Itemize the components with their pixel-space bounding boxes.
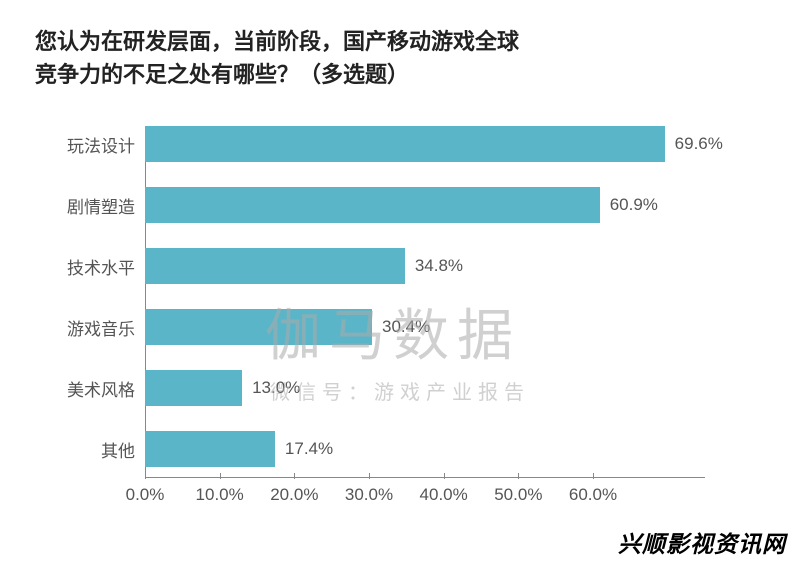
x-tick-mark [444,473,445,479]
bar-track: 60.9% [145,187,705,223]
x-tick-label: 50.0% [494,485,542,505]
bar-label: 剧情塑造 [55,193,145,218]
title-line-1: 您认为在研发层面，当前阶段，国产移动游戏全球 [35,25,749,58]
bar-label: 其他 [55,437,145,462]
corner-brand: 兴顺影视资讯网 [618,525,786,559]
bars-wrapper: 玩法设计 69.6% 剧情塑造 60.9% 技术水平 [55,126,749,467]
bar-value: 13.0% [252,378,300,398]
bar-track: 17.4% [145,431,705,467]
bar-value: 60.9% [610,195,658,215]
bar-label: 美术风格 [55,376,145,401]
title-line-2: 竞争力的不足之处有哪些？（多选题） [35,58,749,91]
bar-row: 美术风格 13.0% [55,370,749,406]
bar-fill: 17.4% [145,431,275,467]
bar-track: 30.4% [145,309,705,345]
bar-row: 剧情塑造 60.9% [55,187,749,223]
x-tick-label: 40.0% [420,485,468,505]
bar-track: 69.6% [145,126,705,162]
x-tick-mark [145,473,146,479]
x-tick-label: 60.0% [569,485,617,505]
bar-fill: 60.9% [145,187,600,223]
bar-value: 34.8% [415,256,463,276]
bar-track: 13.0% [145,370,705,406]
x-tick-mark [369,473,370,479]
bar-label: 玩法设计 [55,132,145,157]
chart-area: 伽马数据 微信号：游戏产业报告 玩法设计 69.6% 剧情塑造 60.9% [55,126,749,507]
bar-value: 69.6% [675,134,723,154]
x-tick-mark [294,473,295,479]
bar-row: 其他 17.4% [55,431,749,467]
bar-fill: 13.0% [145,370,242,406]
x-tick-label: 10.0% [196,485,244,505]
bar-fill: 30.4% [145,309,372,345]
bar-label: 游戏音乐 [55,315,145,340]
chart-container: 您认为在研发层面，当前阶段，国产移动游戏全球 竞争力的不足之处有哪些？（多选题）… [0,0,794,565]
x-tick-label: 0.0% [126,485,165,505]
x-tick-mark [593,473,594,479]
x-tick-mark [518,473,519,479]
bar-value: 30.4% [382,317,430,337]
x-tick-label: 30.0% [345,485,393,505]
bar-value: 17.4% [285,439,333,459]
bar-row: 游戏音乐 30.4% [55,309,749,345]
bar-label: 技术水平 [55,254,145,279]
x-tick-label: 20.0% [270,485,318,505]
bar-row: 玩法设计 69.6% [55,126,749,162]
bar-fill: 34.8% [145,248,405,284]
x-tick-mark [220,473,221,479]
bar-fill: 69.6% [145,126,665,162]
bar-track: 34.8% [145,248,705,284]
chart-title: 您认为在研发层面，当前阶段，国产移动游戏全球 竞争力的不足之处有哪些？（多选题） [35,25,749,91]
bar-row: 技术水平 34.8% [55,248,749,284]
y-axis-line [145,126,146,477]
x-axis: 0.0%10.0%20.0%30.0%40.0%50.0%60.0% [145,477,705,507]
